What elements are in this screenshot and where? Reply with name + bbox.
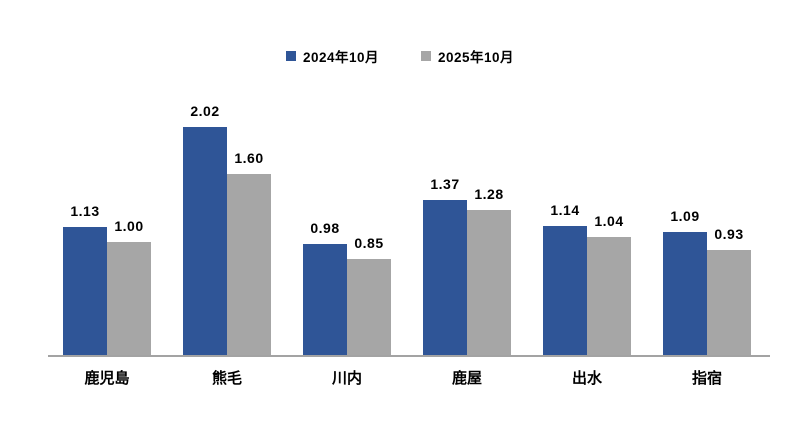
category-label-鹿児島: 鹿児島 — [84, 370, 130, 387]
value-label-2024年10月-熊毛: 2.02 — [190, 103, 220, 119]
legend-label-2025: 2025年10月 — [438, 50, 515, 65]
category-label-鹿屋: 鹿屋 — [451, 370, 482, 387]
value-label-2024年10月-鹿屋: 1.37 — [430, 176, 460, 192]
category-label-出水: 出水 — [571, 370, 602, 387]
value-label-2024年10月-指宿: 1.09 — [670, 208, 700, 224]
bar-2025年10月-指宿 — [707, 250, 751, 355]
bar-2024年10月-出水 — [543, 226, 587, 355]
category-label-指宿: 指宿 — [691, 370, 722, 387]
value-label-2025年10月-鹿児島: 1.00 — [114, 218, 144, 234]
bar-2024年10月-鹿児島 — [63, 227, 107, 355]
bar-2025年10月-出水 — [587, 237, 631, 355]
legend-swatch-2024-icon — [285, 51, 296, 61]
chart-legend: 2024年10月 2025年10月 — [0, 46, 800, 66]
bar-2025年10月-鹿屋 — [467, 210, 511, 355]
category-label-川内: 川内 — [331, 370, 362, 387]
bar-2024年10月-熊毛 — [183, 127, 227, 355]
value-label-2024年10月-鹿児島: 1.13 — [70, 203, 100, 219]
value-label-2024年10月-川内: 0.98 — [310, 220, 340, 236]
x-axis-line — [48, 355, 770, 357]
value-label-2024年10月-出水: 1.14 — [550, 202, 580, 218]
legend-label-2024: 2024年10月 — [302, 50, 379, 65]
value-label-2025年10月-指宿: 0.93 — [714, 226, 744, 242]
bar-2025年10月-川内 — [347, 259, 391, 355]
bar-2024年10月-指宿 — [663, 232, 707, 355]
legend-item-2025: 2025年10月 — [421, 46, 514, 66]
bar-2025年10月-熊毛 — [227, 174, 271, 355]
value-label-2025年10月-出水: 1.04 — [594, 213, 624, 229]
legend-swatch-2025-icon — [421, 51, 431, 61]
bar-2025年10月-鹿児島 — [107, 242, 151, 355]
value-label-2025年10月-鹿屋: 1.28 — [474, 186, 504, 202]
bar-2024年10月-川内 — [303, 244, 347, 355]
bar-2024年10月-鹿屋 — [423, 200, 467, 355]
category-label-熊毛: 熊毛 — [211, 370, 242, 387]
value-label-2025年10月-熊毛: 1.60 — [234, 150, 264, 166]
value-label-2025年10月-川内: 0.85 — [354, 235, 384, 251]
legend-item-2024: 2024年10月 — [285, 46, 379, 66]
